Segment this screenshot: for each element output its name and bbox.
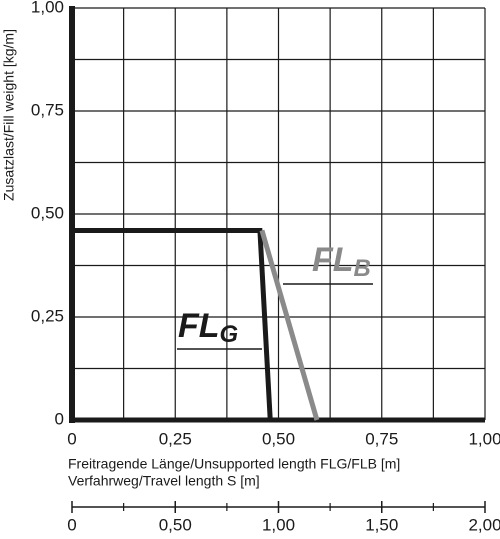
y-axis-label: Zusatzlast/Fill weight [kg/m]	[1, 29, 17, 201]
y-tick-label: 0	[55, 409, 64, 428]
legend-label: FLB	[312, 241, 371, 282]
x2-tick-label: 0,50	[159, 515, 192, 534]
series-line	[72, 227, 273, 421]
x-tick-label: 0,50	[262, 429, 295, 448]
legend-subscript: G	[220, 321, 239, 348]
y-tick-label: 1,00	[31, 0, 64, 16]
legend-subscript: B	[354, 255, 371, 282]
legend-name: FL	[178, 307, 220, 345]
y-tick-label: 0,25	[31, 306, 64, 325]
series-line	[259, 229, 320, 421]
x2-tick-label: 1,50	[365, 515, 398, 534]
x-axis-label: Freitragende Länge/Unsupported length FL…	[68, 456, 400, 472]
legend-name: FL	[312, 241, 354, 279]
x2-axis-label: Verfahrweg/Travel length S [m]	[68, 473, 260, 489]
x2-tick-label: 2,00	[468, 515, 500, 534]
x-tick-label: 0,75	[365, 429, 398, 448]
x-tick-label: 0,25	[159, 429, 192, 448]
x-tick-label: 1,00	[468, 429, 500, 448]
x2-tick-label: 0	[67, 515, 76, 534]
y-tick-label: 0,50	[31, 203, 64, 222]
y-tick-label: 0,75	[31, 100, 64, 119]
legend-label: FLG	[178, 307, 238, 348]
x-tick-label: 0	[67, 429, 76, 448]
x2-tick-label: 1,00	[262, 515, 295, 534]
